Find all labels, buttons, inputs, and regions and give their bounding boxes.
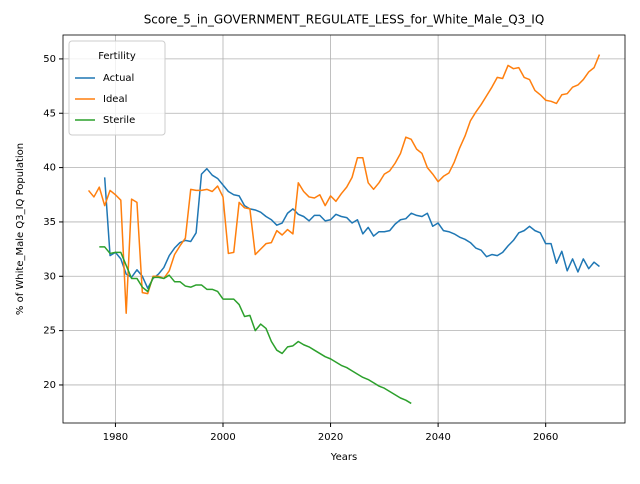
y-tick-label: 35: [43, 217, 56, 228]
legend-label: Sterile: [103, 115, 135, 126]
legend-label: Actual: [103, 73, 134, 84]
y-tick-label: 40: [43, 163, 56, 174]
plot-frame: [62, 34, 626, 424]
legend: Fertility Actual Ideal Sterile: [68, 40, 166, 136]
series-line: [103, 167, 600, 289]
chart-title: Score_5_in_GOVERNMENT_REGULATE_LESS_for_…: [144, 13, 545, 27]
y-tick-label: 50: [43, 54, 56, 65]
series-line: [99, 246, 412, 405]
x-tick-label: 1980: [103, 432, 128, 443]
series-line: [87, 54, 601, 314]
x-tick-label: 2040: [425, 432, 450, 443]
y-tick-label: 45: [43, 108, 56, 119]
y-axis-label: % of White_Male Q3_IQ Population: [15, 143, 26, 315]
y-tick-label: 25: [43, 326, 56, 337]
x-tick-label: 2020: [318, 432, 343, 443]
y-tick-label: 30: [43, 271, 56, 282]
y-tick-label: 20: [43, 380, 56, 391]
legend-box: [68, 40, 166, 136]
x-tick-label: 2060: [533, 432, 558, 443]
legend-label: Ideal: [103, 94, 127, 105]
legend-title: Fertility: [98, 51, 136, 62]
x-axis-label: Years: [330, 452, 357, 463]
x-tick-label: 2000: [210, 432, 235, 443]
